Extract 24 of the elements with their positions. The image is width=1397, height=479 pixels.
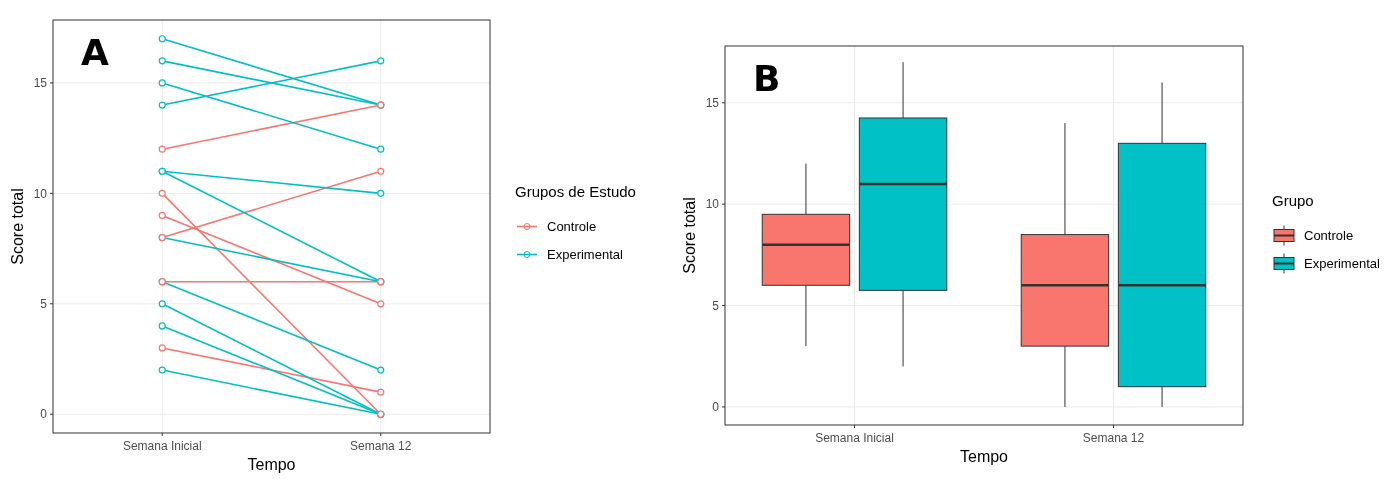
annotation: B [753,58,781,99]
x-axis-title: Tempo [247,456,296,473]
x-axis-title: Tempo [959,448,1009,465]
x-tick-label: Semana Inicial [122,439,202,453]
y-tick-label: 15 [705,95,720,110]
legend-title: Grupo [1272,191,1314,209]
legend-label: Experimental [1304,256,1380,272]
y-tick-label: 5 [40,297,48,311]
y-tick-label: 15 [33,76,48,91]
y-tick-label: 0 [40,407,48,422]
y-tick-label: 5 [712,298,720,313]
annotation: A [81,32,109,73]
legend-title: Grupos de Estudo [515,182,636,200]
legend-label: Controle [547,219,597,235]
y-tick-label: 0 [712,400,720,415]
x-tick-label: Semana 12 [350,439,412,453]
y-axis-title: Score total [681,197,698,274]
legend-label: Experimental [547,247,623,263]
legend-label: Controle [1304,228,1354,244]
y-axis-title: Score total [9,188,26,265]
y-tick-label: 10 [33,186,48,201]
y-tick-label: 10 [705,197,720,212]
x-tick-label: Semana 12 [1082,431,1145,445]
x-tick-label: Semana Inicial [815,431,894,445]
